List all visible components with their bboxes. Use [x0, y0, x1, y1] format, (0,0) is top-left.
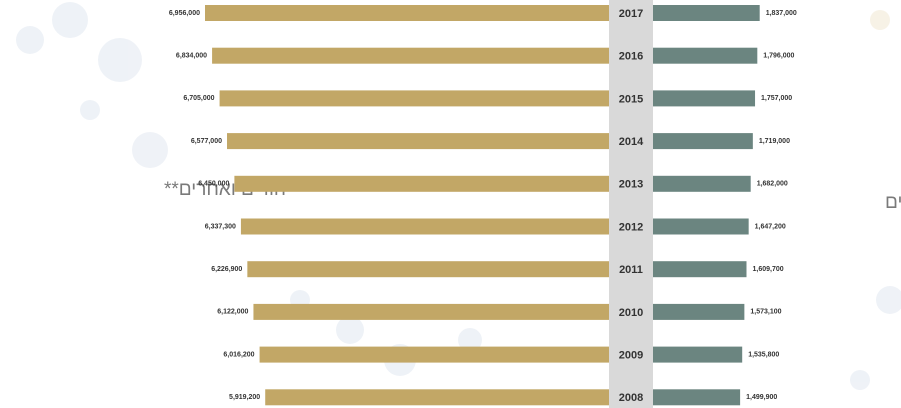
value-label: 5,919,200 — [229, 394, 260, 401]
bar — [247, 261, 610, 278]
value-label: 6,122,000 — [217, 309, 248, 316]
value-label: 6,705,000 — [183, 95, 214, 102]
bar — [212, 47, 609, 64]
year-label: 2017 — [619, 8, 643, 20]
value-label: 1,757,000 — [761, 95, 792, 102]
value-label: 6,337,300 — [205, 223, 236, 230]
year-label: 2010 — [619, 307, 643, 319]
value-label: 1,719,000 — [759, 138, 790, 145]
bar — [653, 5, 760, 21]
bar — [653, 346, 743, 363]
bar — [653, 389, 741, 406]
year-label: 2013 — [619, 179, 643, 191]
bar — [653, 47, 758, 64]
bar — [653, 90, 756, 107]
value-label: 1,682,000 — [757, 181, 788, 188]
value-label: 1,837,000 — [766, 10, 797, 17]
year-label: 2009 — [619, 350, 643, 362]
value-label: 1,535,800 — [748, 351, 779, 358]
bar — [653, 218, 749, 235]
year-label: 2012 — [619, 221, 643, 233]
bar — [205, 5, 609, 21]
bar — [653, 261, 747, 278]
value-label: 6,450,000 — [198, 181, 229, 188]
value-label: 6,956,000 — [169, 10, 200, 17]
value-label: 6,834,000 — [176, 53, 207, 60]
bar — [240, 218, 609, 235]
bar — [265, 389, 609, 406]
value-label: 1,796,000 — [763, 53, 794, 60]
year-label: 2016 — [619, 51, 643, 63]
bar — [234, 175, 609, 192]
year-strip — [609, 0, 653, 408]
bar — [219, 90, 609, 107]
bar — [653, 175, 751, 192]
year-label: 2008 — [619, 392, 643, 404]
value-label: 6,016,200 — [223, 351, 254, 358]
bar — [227, 133, 609, 150]
bar — [259, 346, 609, 363]
value-label: 1,499,900 — [746, 394, 777, 401]
year-label: 2014 — [619, 136, 644, 148]
value-label: 1,647,200 — [755, 223, 786, 230]
bar — [653, 303, 745, 320]
value-label: 6,226,900 — [211, 266, 242, 273]
bar — [653, 133, 753, 150]
year-label: 2011 — [619, 264, 643, 276]
value-label: 1,609,700 — [752, 266, 783, 273]
value-label: 6,577,000 — [191, 138, 222, 145]
right-series-label: ערבים — [885, 192, 901, 213]
value-label: 1,573,100 — [750, 309, 781, 316]
bar — [253, 303, 610, 320]
year-label: 2015 — [619, 93, 643, 105]
